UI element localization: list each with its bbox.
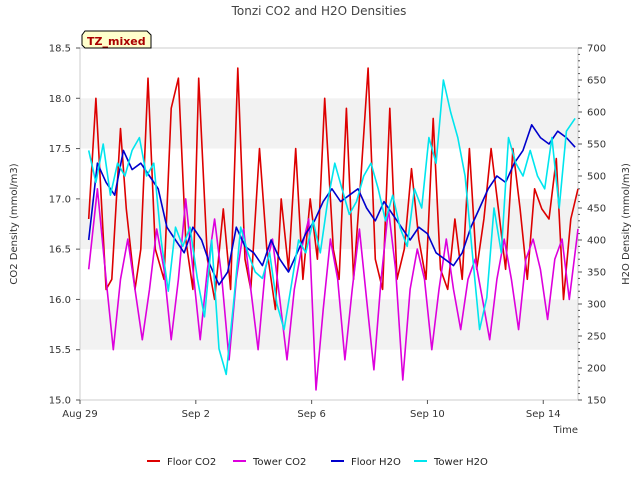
y-right-tick-label: 450 [587, 204, 606, 215]
legend-label: Floor CO2 [167, 457, 216, 468]
x-ticks: Aug 29 Sep 2 Sep 6 Sep 10 Sep 14 [62, 400, 561, 420]
y-left-tick-label: 16.0 [49, 295, 71, 306]
series-line-3 [87, 79, 576, 376]
y-left-tick-label: 17.5 [49, 144, 71, 155]
series-line-0 [87, 67, 579, 311]
legend-entry: Floor H2O [331, 457, 401, 468]
legend-entry: Tower H2O [414, 457, 488, 468]
legend-label: Floor H2O [351, 457, 401, 468]
y-right-tick-label: 400 [587, 236, 606, 247]
y-right-tick-label: 300 [587, 300, 606, 311]
x-tick-label: Sep 14 [526, 409, 561, 420]
y-left-tick-label: 18.5 [49, 44, 71, 55]
y-right-tick-label: 700 [587, 44, 606, 55]
y-right-tick-label: 500 [587, 172, 606, 183]
x-axis-title: Time [553, 425, 578, 436]
y-right-axis-title: H2O Density (mmol/m3) [621, 163, 632, 285]
y-right-tick-label: 350 [587, 268, 606, 279]
legend-label: Tower CO2 [252, 457, 306, 468]
y-left-tick-label: 15.5 [49, 345, 71, 356]
grid-band [80, 98, 578, 149]
badge-box [81, 30, 152, 49]
grid-band [80, 299, 578, 350]
x-tick-label: Sep 6 [297, 409, 325, 420]
x-tick-label: Sep 2 [182, 409, 210, 420]
series-line-2 [87, 124, 576, 286]
legend-label: Tower H2O [433, 457, 488, 468]
legend-entry: Floor CO2 [147, 457, 216, 468]
series-layer [87, 67, 579, 391]
y-left-tick-label: 18.0 [49, 94, 71, 105]
y-right-tick-label: 550 [587, 140, 606, 151]
badge: TZ_mixed [81, 30, 152, 49]
y-right-tick-label: 650 [587, 76, 606, 87]
legend-entry: Tower CO2 [233, 457, 306, 468]
y-left-tick-label: 15.0 [49, 396, 71, 407]
y-right-ticks: 150 200 250 300 350 400 450 500 550 600 650 700 [578, 44, 606, 407]
x-tick-label: Aug 29 [62, 409, 97, 420]
y-left-axis-title: CO2 Density (mmol/m3) [9, 163, 20, 284]
x-tick-label: Sep 10 [410, 409, 445, 420]
y-left-tick-label: 16.5 [49, 245, 71, 256]
legend: Floor CO2 Tower CO2 Floor H2O Tower H2O [147, 457, 488, 468]
series-line-1 [87, 188, 579, 391]
y-right-tick-label: 200 [587, 364, 606, 375]
plot-frame [79, 47, 579, 401]
y-left-tick-label: 17.0 [49, 194, 71, 205]
y-right-tick-label: 150 [587, 396, 606, 407]
y-left-ticks: 15.0 15.5 16.0 16.5 17.0 17.5 18.0 18.5 [49, 44, 80, 407]
chart-title: Tonzi CO2 and H2O Densities [231, 4, 407, 18]
y-right-tick-label: 600 [587, 108, 606, 119]
badge-label: TZ_mixed [87, 35, 146, 48]
y-right-tick-label: 250 [587, 332, 606, 343]
